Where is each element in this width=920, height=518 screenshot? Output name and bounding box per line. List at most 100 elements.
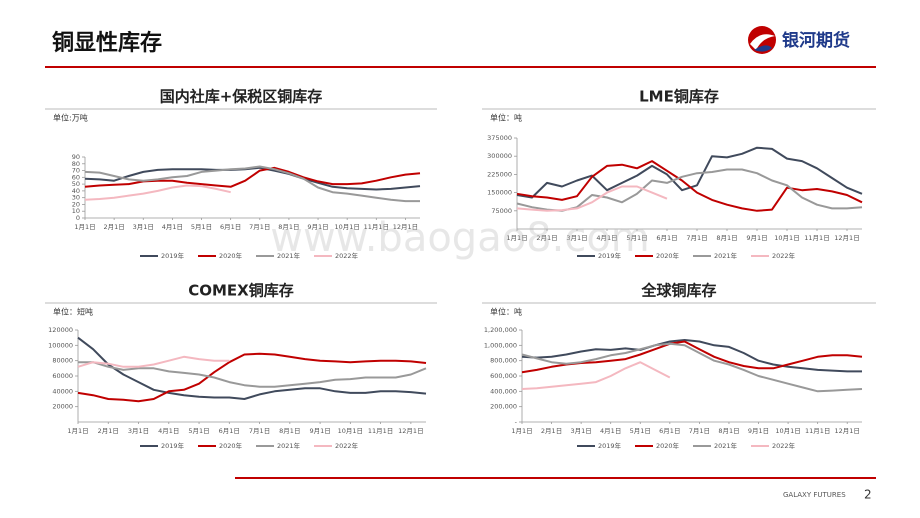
x-tick-label: 11月1日 — [805, 427, 830, 435]
x-tick-label: 5月1日 — [191, 223, 212, 231]
x-tick-label: 10月1日 — [775, 427, 800, 435]
x-tick-label: 3月1日 — [566, 234, 587, 242]
logo-text: 银河期货 — [782, 30, 850, 51]
series-line — [516, 160, 863, 212]
x-tick-label: 8月1日 — [279, 427, 300, 435]
slide-title: 铜显性库存 — [52, 30, 162, 56]
legend-label: 2019年 — [161, 251, 185, 260]
panel-title-bg — [45, 280, 437, 302]
series-line — [521, 339, 862, 373]
chart-title: 国内社库+保税区铜库存 — [160, 88, 323, 106]
page-number: 2 — [864, 488, 872, 502]
panel-title-bg — [482, 280, 876, 302]
x-tick-label: 7月1日 — [686, 234, 707, 242]
y-tick-label: 80000 — [52, 357, 73, 365]
unit-label: 单位：吨 — [490, 113, 522, 123]
legend-label: 2020年 — [656, 251, 680, 260]
y-tick-label: 225000 — [487, 170, 512, 178]
x-tick-label: 5月1日 — [626, 234, 647, 242]
unit-label: 单位：吨 — [490, 307, 522, 317]
chart-title: COMEX铜库存 — [188, 282, 294, 300]
series-line — [84, 166, 421, 191]
x-tick-label: 7月1日 — [249, 427, 270, 435]
legend-label: 2022年 — [772, 251, 796, 260]
chart-title: LME铜库存 — [639, 88, 719, 106]
legend-label: 2021年 — [714, 441, 738, 450]
legend-label: 2022年 — [335, 441, 359, 450]
y-tick-label: 70 — [72, 167, 80, 175]
series-line — [84, 184, 231, 201]
y-tick-label: 1,200,000 — [484, 326, 517, 334]
series-line — [521, 361, 671, 390]
y-tick-label: 60000 — [52, 372, 73, 380]
y-tick-label: 50 — [72, 180, 80, 188]
chart-title: 全球铜库存 — [640, 282, 716, 300]
x-tick-label: 7月1日 — [249, 223, 270, 231]
legend-label: 2020年 — [656, 441, 680, 450]
y-tick-label: 90 — [72, 153, 80, 161]
x-tick-label: 10月1日 — [334, 223, 359, 231]
x-tick-label: 3月1日 — [570, 427, 591, 435]
x-tick-label: 12月1日 — [835, 427, 860, 435]
x-tick-label: 2月1日 — [103, 223, 124, 231]
x-tick-label: 6月1日 — [219, 427, 240, 435]
y-tick-label: 100000 — [48, 341, 73, 349]
logo-icon — [748, 26, 776, 54]
x-tick-label: 1月1日 — [74, 223, 95, 231]
y-tick-label: 400,000 — [490, 387, 517, 395]
x-tick-label: 3月1日 — [128, 427, 149, 435]
x-tick-label: 4月1日 — [596, 234, 617, 242]
y-tick-label: 600,000 — [490, 372, 517, 380]
x-tick-label: 9月1日 — [307, 223, 328, 231]
legend-label: 2019年 — [598, 441, 622, 450]
legend-label: 2022年 — [772, 441, 796, 450]
panel-title-bg — [482, 86, 876, 108]
x-tick-label: 8月1日 — [718, 427, 739, 435]
x-tick-label: 12月1日 — [393, 223, 418, 231]
series-line — [78, 361, 427, 388]
y-tick-label: 20 — [72, 200, 80, 208]
y-tick-label: - — [515, 418, 518, 426]
y-tick-label: 300000 — [487, 152, 512, 160]
x-tick-label: 12月1日 — [834, 234, 859, 242]
x-tick-label: 2月1日 — [536, 234, 557, 242]
x-tick-label: 11月1日 — [804, 234, 829, 242]
y-tick-label: 30 — [72, 194, 80, 202]
y-tick-label: 10 — [72, 207, 80, 215]
unit-label: 单位:万吨 — [53, 113, 88, 123]
y-tick-label: 200,000 — [490, 403, 517, 411]
x-tick-label: 9月1日 — [309, 427, 330, 435]
series-line — [521, 342, 863, 393]
x-tick-label: 10月1日 — [774, 234, 799, 242]
series-line — [77, 336, 427, 400]
y-tick-label: 75000 — [491, 207, 512, 215]
x-tick-label: 1月1日 — [506, 234, 527, 242]
series-line — [516, 185, 668, 212]
y-tick-label: 0 — [76, 214, 80, 222]
y-tick-label: 120000 — [48, 326, 73, 334]
legend-label: 2020年 — [219, 441, 243, 450]
y-tick-label: 40 — [72, 187, 80, 195]
x-tick-label: 7月1日 — [689, 427, 710, 435]
x-tick-label: 10月1日 — [338, 427, 363, 435]
x-tick-label: 12月1日 — [398, 427, 423, 435]
x-tick-label: 8月1日 — [716, 234, 737, 242]
legend-label: 2022年 — [335, 251, 359, 260]
x-tick-label: 6月1日 — [220, 223, 241, 231]
series-line — [77, 355, 230, 368]
y-tick-label: 800,000 — [490, 357, 517, 365]
footer-brand: GALAXY FUTURES — [783, 491, 846, 499]
x-tick-label: 4月1日 — [162, 223, 183, 231]
legend-label: 2019年 — [161, 441, 185, 450]
y-tick-label: 1,000,000 — [484, 341, 517, 349]
unit-label: 单位：短吨 — [53, 307, 93, 317]
legend-label: 2021年 — [714, 251, 738, 260]
x-tick-label: 11月1日 — [364, 223, 389, 231]
y-tick-label: 60 — [72, 173, 80, 181]
series-line — [77, 352, 427, 403]
x-tick-label: 2月1日 — [98, 427, 119, 435]
x-tick-label: 8月1日 — [278, 223, 299, 231]
x-tick-label: 2月1日 — [541, 427, 562, 435]
x-tick-label: 6月1日 — [656, 234, 677, 242]
x-tick-label: 9月1日 — [748, 427, 769, 435]
